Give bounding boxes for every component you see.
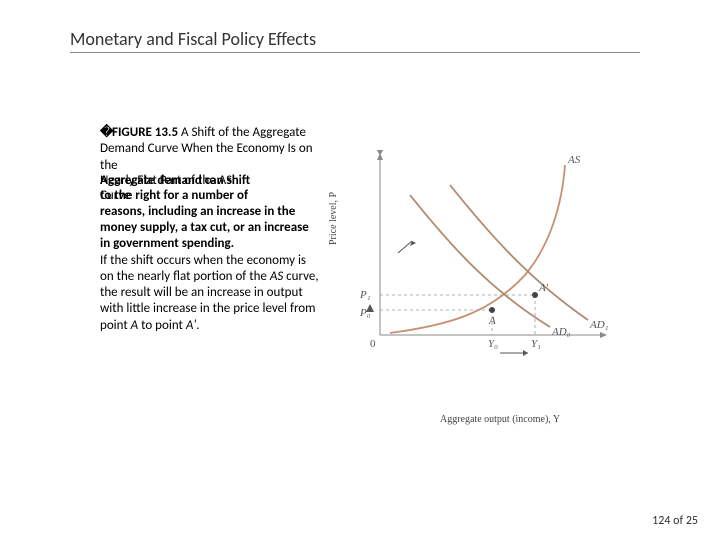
svg-text:Y₀: Y₀ [488,338,498,350]
svg-text:0: 0 [370,338,376,350]
svg-text:AS: AS [567,154,581,166]
overlap-line-2: Curve to the right for a number of [100,188,320,204]
x-axis-label: Aggregate output (income), Y [440,414,560,425]
figure-caption-column: �FIGURE 13.5 A Shift of the Aggregate De… [100,125,320,425]
body2-pointAp: A' [186,318,196,333]
page-number: 124 of 25 [652,514,698,528]
overlap-line-1: Nearly Flat Part of the AS Aggregate dem… [100,173,320,189]
page-sep: of [670,514,685,528]
page-total: 25 [686,514,698,528]
y-axis-label: Price level, P [328,192,339,245]
slide-title: Monetary and Fiscal Policy Effects [70,28,640,53]
body2-mid: to point [138,318,186,333]
svg-text:A': A' [538,282,549,294]
svg-text:AD₀: AD₀ [551,326,571,338]
svg-text:A: A [488,315,496,327]
chart-area: Price level, P AS AD₀ AD₁ P₁ P₀ Y₀ Y₁ A A' 0 Aggr… [330,125,630,425]
svg-text:AD₁: AD₁ [589,319,609,331]
overlap-2b: to the right for a number of [100,188,248,204]
body2-end: . [196,318,199,333]
svg-text:Y₁: Y₁ [531,338,541,350]
figure-body-1: reasons, including an increase in the mo… [100,204,320,253]
svg-text:P₀: P₀ [359,307,371,319]
figure-number: FIGURE 13.5 [112,125,178,140]
chart-svg: AS AD₀ AD₁ P₁ P₀ Y₀ Y₁ A A' 0 [340,135,620,375]
body2-as: AS [270,269,283,284]
page-current: 124 [652,514,670,528]
figure-arrow-icon: � [100,125,112,141]
figure-body-2: If the shift occurs when the economy is … [100,253,320,334]
overlap-1b: Aggregate demand can shift [100,173,250,189]
svg-text:P₁: P₁ [359,289,371,301]
figure-label-line: �FIGURE 13.5 A Shift of the Aggregate De… [100,125,320,174]
content-area: �FIGURE 13.5 A Shift of the Aggregate De… [100,125,630,425]
